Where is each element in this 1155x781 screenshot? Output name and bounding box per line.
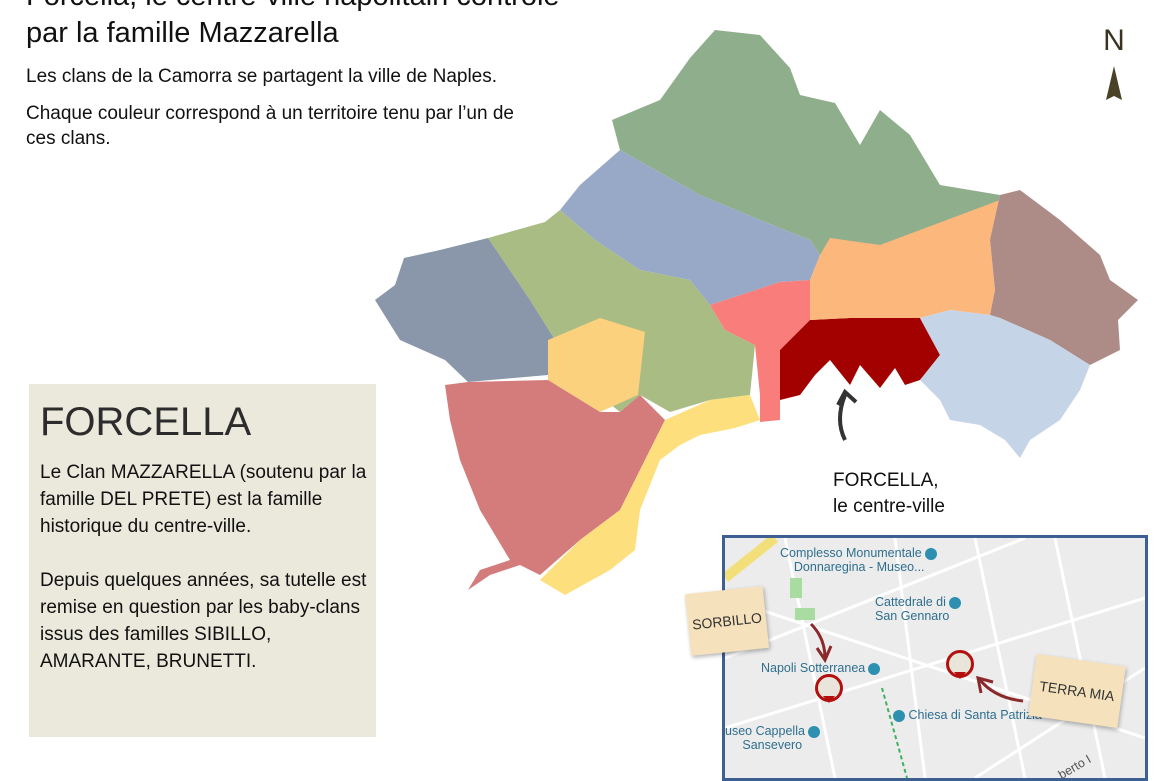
note-sorbillo: SORBILLO <box>684 586 770 656</box>
territory-coast[interactable] <box>540 395 760 595</box>
arrow-icon <box>836 388 858 441</box>
info-heading: FORCELLA <box>40 400 252 444</box>
territory-orange[interactable] <box>810 200 1000 320</box>
poi-label: Sansevero <box>742 738 803 752</box>
arrow-icon <box>976 675 1024 703</box>
title-line: par la famille Mazzarella <box>26 17 339 49</box>
note-label: SORBILLO <box>691 609 763 633</box>
intro-paragraph: Chaque couleur correspond à un territoir… <box>26 103 514 149</box>
church-icon <box>893 709 905 722</box>
poi-san-gennaro[interactable]: Cattedrale di San Gennaro <box>875 595 961 623</box>
territory-hexagon[interactable] <box>548 318 645 412</box>
intro-paragraph: Les clans de la Camorra se partagent la … <box>26 66 498 87</box>
compass: N <box>1100 24 1128 100</box>
church-icon <box>948 596 961 609</box>
intro-text: Les clans de la Camorra se partagent la … <box>26 64 516 163</box>
poi-donnaregina[interactable]: Complesso Monumentale Donnaregina - Muse… <box>780 546 937 574</box>
territory-pink[interactable] <box>710 280 810 422</box>
poi-label: Cattedrale di <box>875 595 946 609</box>
note-terra-mia: TERRA MIA <box>1028 654 1126 728</box>
poi-label: useo Cappella <box>725 724 805 738</box>
note-arrows <box>809 622 1024 703</box>
map-pin-terra-mia[interactable] <box>946 650 974 679</box>
arrow-icon <box>809 622 833 664</box>
poi-label: San Gennaro <box>875 609 950 623</box>
poi-santa-patrizia[interactable]: Chiesa di Santa Patrizia <box>890 708 1042 722</box>
museum-icon <box>924 547 937 560</box>
street-lines <box>725 538 1145 778</box>
street-map-inset[interactable]: Complesso Monumentale Donnaregina - Muse… <box>722 535 1148 781</box>
territory-east-mauve[interactable] <box>990 190 1138 365</box>
museum-icon <box>807 725 820 738</box>
territory-forcella[interactable] <box>780 318 940 400</box>
callout-line: le centre-ville <box>833 496 945 517</box>
north-arrow-icon <box>1106 66 1122 100</box>
info-paragraph: Depuis quelques années, sa tutelle est r… <box>40 570 367 672</box>
map-pin-sorbillo[interactable] <box>815 674 843 703</box>
territory-center-north[interactable] <box>560 150 820 305</box>
poi-sansevero[interactable]: useo Cappella Sansevero <box>725 724 820 752</box>
territory-west-slate[interactable] <box>375 238 555 382</box>
poi-label: Chiesa di Santa Patrizia <box>908 708 1042 722</box>
poi-napoli-sotterranea[interactable]: Napoli Sotterranea <box>761 661 881 675</box>
info-paragraph: Le Clan MAZZARELLA (soutenu par la famil… <box>40 462 367 537</box>
forcella-info-box: FORCELLA Le Clan MAZZARELLA (soutenu par… <box>29 384 376 737</box>
note-label: TERRA MIA <box>1038 677 1116 705</box>
museum-icon <box>868 662 881 675</box>
page-title: Forcella, le centre-ville napolitain con… <box>26 0 560 52</box>
territory-port-blue[interactable] <box>920 310 1090 458</box>
title-line: Forcella, le centre-ville napolitain con… <box>26 0 560 12</box>
north-label: N <box>1103 24 1125 57</box>
territory-southwest[interactable] <box>445 380 665 590</box>
callout-line: FORCELLA, <box>833 470 939 491</box>
poi-label: Napoli Sotterranea <box>761 661 866 675</box>
poi-label: Donnaregina - Museo... <box>793 560 925 574</box>
poi-label: Complesso Monumentale <box>780 546 922 560</box>
forcella-callout: FORCELLA, le centre-ville <box>833 468 945 520</box>
